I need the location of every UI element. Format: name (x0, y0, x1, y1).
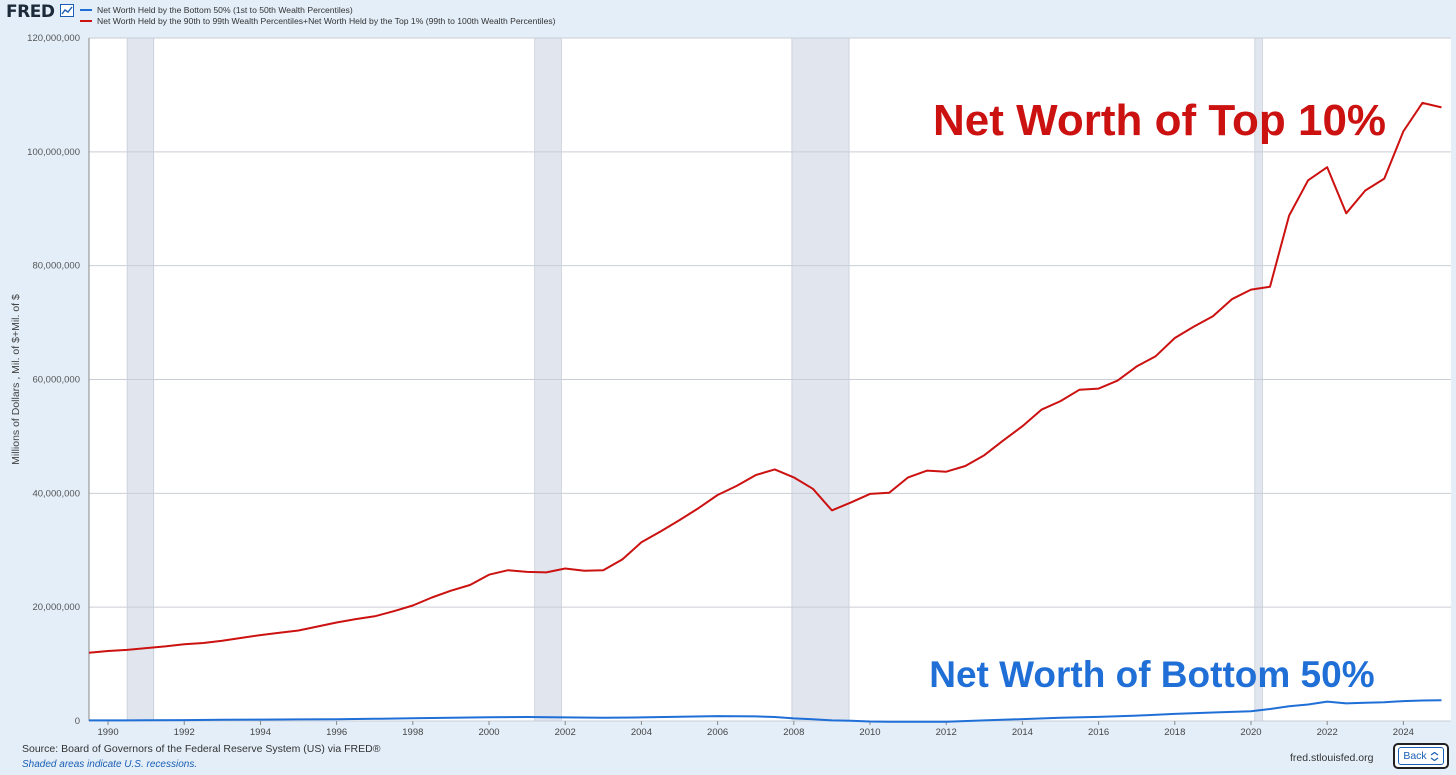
back-button[interactable]: Back (1393, 743, 1449, 769)
x-tick-label: 2006 (707, 727, 728, 738)
back-label: Back (1403, 750, 1427, 762)
x-tick-label: 2010 (859, 727, 880, 738)
x-tick-label: 2022 (1317, 727, 1338, 738)
legend-swatch-red (80, 19, 92, 22)
x-tick-label: 1992 (174, 727, 195, 738)
y-tick-label: 100,000,000 (27, 147, 80, 158)
x-tick-label: 2000 (478, 727, 499, 738)
legend-label: Net Worth Held by the Bottom 50% (1st to… (97, 5, 353, 15)
series-line-bottom-50 (89, 699, 1442, 723)
x-tick-label: 2016 (1088, 727, 1109, 738)
legend-swatch-blue (80, 9, 92, 12)
x-tick-label: 2008 (783, 727, 804, 738)
x-tick-label: 1994 (250, 727, 271, 738)
legend-label: Net Worth Held by the 90th to 99th Wealt… (97, 15, 556, 26)
legend-item-top-10[interactable]: Net Worth Held by the 90th to 99th Wealt… (80, 16, 556, 27)
y-tick-label: 40,000,000 (32, 488, 80, 499)
legend: Net Worth Held by the Bottom 50% (1st to… (80, 5, 556, 26)
x-tick-label: 2020 (1240, 727, 1261, 738)
fred-logo[interactable]: FRED (6, 2, 55, 22)
x-tick-label: 2002 (555, 727, 576, 738)
annotation-bottom-50: Net Worth of Bottom 50% (929, 654, 1374, 695)
y-tick-label: 80,000,000 (32, 261, 80, 272)
expand-icon (1430, 751, 1439, 761)
x-tick-label: 1998 (402, 727, 423, 738)
series-line-top-10 (88, 101, 1442, 654)
y-tick-label: 60,000,000 (32, 375, 80, 386)
y-tick-label: 20,000,000 (32, 602, 80, 613)
recession-note: Shaded areas indicate U.S. recessions. (22, 759, 198, 770)
site-url[interactable]: fred.stlouisfed.org (1290, 752, 1374, 764)
legend-item-bottom-50[interactable]: Net Worth Held by the Bottom 50% (1st to… (80, 5, 556, 16)
line-chart-icon (60, 4, 74, 17)
y-tick-label: 0 (75, 716, 80, 727)
back-button-inner: Back (1398, 747, 1444, 765)
source-note: Source: Board of Governors of the Federa… (22, 743, 381, 755)
x-tick-label: 2018 (1164, 727, 1185, 738)
x-tick-label: 2012 (936, 727, 957, 738)
x-tick-label: 2004 (631, 727, 652, 738)
x-tick-label: 1996 (326, 727, 347, 738)
y-tick-label: 120,000,000 (27, 33, 80, 44)
x-tick-label: 1990 (97, 727, 118, 738)
y-axis-title: Millions of Dollars , Mil. of $+Mil. of … (10, 294, 22, 465)
annotation-top-10: Net Worth of Top 10% (933, 96, 1386, 145)
x-tick-label: 2024 (1393, 727, 1414, 738)
x-tick-label: 2014 (1012, 727, 1033, 738)
